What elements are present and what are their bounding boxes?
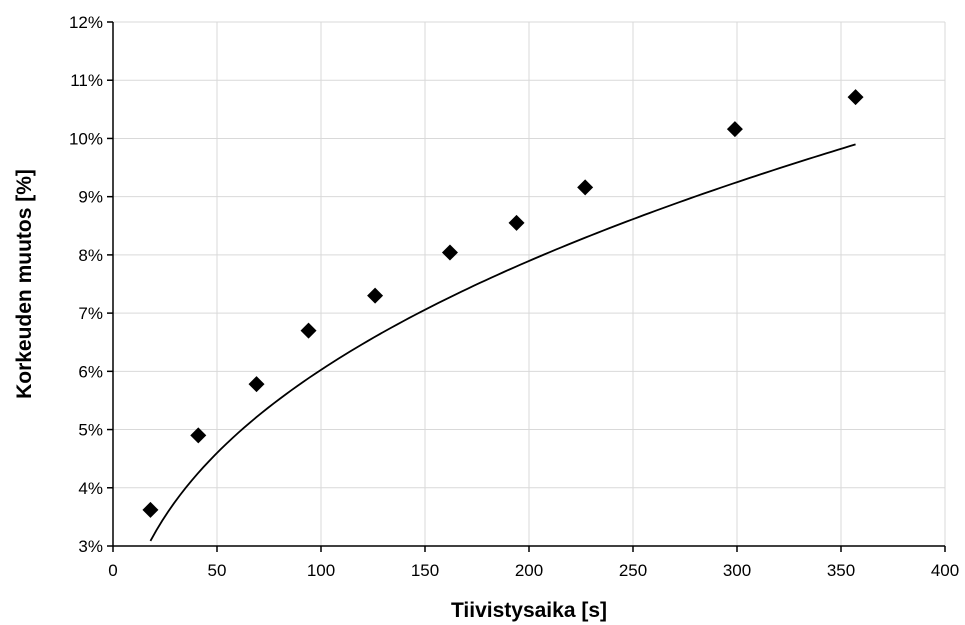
- y-tick-label: 12%: [69, 13, 103, 32]
- x-tick-label: 300: [723, 561, 751, 580]
- x-tick-label: 350: [827, 561, 855, 580]
- y-tick-label: 7%: [78, 304, 103, 323]
- y-tick-label: 5%: [78, 421, 103, 440]
- x-tick-label: 50: [208, 561, 227, 580]
- trendline-group: [149, 143, 856, 542]
- data-point: [248, 376, 265, 393]
- data-point: [508, 214, 525, 231]
- y-axis-title: Korkeuden muutos [%]: [13, 169, 36, 399]
- ticks: 3% 4% 5% 6% 7% 8% 9% 10% 11% 12% 0 50 100 150 200 250 30…: [69, 13, 959, 580]
- x-tick-label: 100: [307, 561, 335, 580]
- data-point: [847, 89, 864, 106]
- trendline: [149, 143, 856, 542]
- data-point: [300, 322, 317, 339]
- data-point: [441, 244, 458, 261]
- x-tick-label: 150: [411, 561, 439, 580]
- x-tick-label: 400: [931, 561, 959, 580]
- x-axis-title: Tiivistysaika [s]: [451, 599, 607, 622]
- y-tick-label: 10%: [69, 129, 103, 148]
- data-point: [577, 179, 594, 196]
- data-point: [190, 427, 207, 444]
- data-point: [726, 121, 743, 138]
- y-tick-label: 3%: [78, 537, 103, 556]
- x-tick-label: 0: [108, 561, 117, 580]
- y-tick-label: 9%: [78, 188, 103, 207]
- y-tick-label: 11%: [70, 71, 103, 90]
- data-point: [367, 287, 384, 304]
- data-points: [142, 89, 864, 518]
- y-tick-label: 8%: [78, 246, 103, 265]
- grid: [113, 21, 946, 546]
- y-tick-label: 6%: [78, 362, 103, 381]
- x-tick-label: 250: [619, 561, 647, 580]
- x-tick-label: 200: [515, 561, 543, 580]
- data-point: [142, 501, 159, 518]
- y-tick-label: 4%: [78, 479, 103, 498]
